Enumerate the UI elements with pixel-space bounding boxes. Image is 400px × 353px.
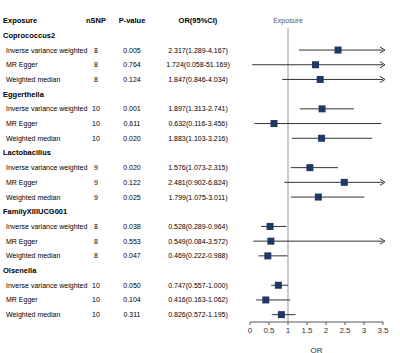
svg-text:Inverse variance weighted: Inverse variance weighted — [8, 282, 87, 290]
svg-text:3.5: 3.5 — [377, 326, 389, 335]
svg-text:0.553: 0.553 — [123, 238, 141, 245]
svg-text:MR Egger: MR Egger — [8, 61, 38, 69]
svg-text:nSNP: nSNP — [86, 16, 106, 25]
svg-text:8: 8 — [94, 223, 98, 230]
svg-text:0.611: 0.611 — [124, 120, 141, 127]
svg-text:0.005: 0.005 — [123, 47, 141, 54]
svg-text:Weighted median: Weighted median — [8, 194, 60, 202]
svg-text:MR Egger: MR Egger — [8, 120, 38, 128]
svg-text:1.724(0.058-51.169): 1.724(0.058-51.169) — [166, 61, 229, 69]
svg-text:Exposure: Exposure — [273, 17, 303, 25]
svg-text:0.311: 0.311 — [124, 311, 141, 318]
svg-text:Eggerthella: Eggerthella — [8, 90, 45, 99]
svg-text:10: 10 — [92, 105, 100, 112]
svg-text:1.576(1.073-2.315): 1.576(1.073-2.315) — [168, 164, 228, 172]
svg-text:0.020: 0.020 — [123, 135, 141, 142]
svg-text:1.883(1.103-3.216): 1.883(1.103-3.216) — [168, 135, 228, 143]
svg-text:10: 10 — [92, 120, 100, 127]
svg-text:0.469(0.222-0.988): 0.469(0.222-0.988) — [168, 252, 228, 260]
svg-text:Weighted median: Weighted median — [8, 311, 60, 319]
svg-text:FamilyXIIIUCG001: FamilyXIIIUCG001 — [8, 207, 67, 216]
svg-text:Inverse variance weighted: Inverse variance weighted — [8, 164, 87, 172]
svg-text:8: 8 — [94, 252, 98, 259]
svg-text:3: 3 — [362, 326, 367, 335]
svg-text:Weighted median: Weighted median — [8, 76, 60, 84]
svg-text:0.020: 0.020 — [123, 164, 141, 171]
svg-text:OR: OR — [311, 346, 323, 353]
svg-text:0.764: 0.764 — [123, 61, 141, 68]
svg-text:0.104: 0.104 — [123, 296, 141, 303]
svg-text:MR Egger: MR Egger — [8, 179, 38, 187]
svg-text:Olsenella: Olsenella — [8, 266, 37, 275]
svg-text:Weighted median: Weighted median — [8, 135, 60, 143]
svg-text:Inverse variance weighted: Inverse variance weighted — [8, 47, 87, 55]
svg-text:10: 10 — [92, 296, 100, 303]
svg-text:0: 0 — [248, 326, 253, 335]
svg-text:MR Egger: MR Egger — [8, 296, 38, 304]
svg-text:2.481(0.902-6.824): 2.481(0.902-6.824) — [168, 179, 228, 187]
svg-text:0.122: 0.122 — [123, 179, 141, 186]
svg-text:OR(95%CI): OR(95%CI) — [179, 16, 218, 25]
svg-text:10: 10 — [92, 282, 100, 289]
svg-text:2.5: 2.5 — [339, 326, 351, 335]
svg-text:Inverse variance weighted: Inverse variance weighted — [8, 105, 87, 113]
svg-text:Lactobacillus: Lactobacillus — [8, 148, 51, 157]
svg-text:8: 8 — [94, 238, 98, 245]
svg-text:0.047: 0.047 — [123, 252, 141, 259]
svg-text:1.5: 1.5 — [301, 326, 313, 335]
svg-text:0.528(0.289-0.964): 0.528(0.289-0.964) — [168, 223, 228, 231]
svg-text:0.038: 0.038 — [123, 223, 141, 230]
svg-text:Exposure: Exposure — [8, 16, 37, 25]
svg-text:0.124: 0.124 — [123, 76, 141, 83]
svg-text:Inverse variance weighted: Inverse variance weighted — [8, 223, 87, 231]
svg-text:1.799(1.075-3.011): 1.799(1.075-3.011) — [168, 194, 227, 202]
svg-text:0.549(0.084-3.572): 0.549(0.084-3.572) — [168, 238, 228, 246]
svg-text:1: 1 — [286, 326, 291, 335]
svg-text:8: 8 — [94, 76, 98, 83]
svg-text:2.317(1.289-4.167): 2.317(1.289-4.167) — [168, 47, 228, 55]
svg-text:9: 9 — [94, 164, 98, 171]
svg-text:1.897(1.313-2.741): 1.897(1.313-2.741) — [168, 105, 228, 113]
svg-text:8: 8 — [94, 47, 98, 54]
svg-text:9: 9 — [94, 179, 98, 186]
svg-text:9: 9 — [94, 194, 98, 201]
svg-text:0.050: 0.050 — [123, 282, 141, 289]
svg-text:Coprococcus2: Coprococcus2 — [8, 31, 55, 40]
svg-text:0.826(0.572-1.195): 0.826(0.572-1.195) — [168, 311, 228, 319]
svg-text:2: 2 — [324, 326, 329, 335]
svg-text:0.5: 0.5 — [263, 326, 275, 335]
svg-text:10: 10 — [92, 311, 100, 318]
svg-text:0.747(0.557-1.000): 0.747(0.557-1.000) — [168, 282, 228, 290]
svg-text:0.025: 0.025 — [123, 194, 141, 201]
svg-text:8: 8 — [94, 61, 98, 68]
svg-text:0.416(0.163-1.062): 0.416(0.163-1.062) — [168, 296, 228, 304]
svg-text:0.632(0.116-3.456): 0.632(0.116-3.456) — [168, 120, 227, 128]
svg-text:10: 10 — [92, 135, 100, 142]
svg-text:0.001: 0.001 — [123, 105, 141, 112]
svg-text:Weighted median: Weighted median — [8, 252, 60, 260]
svg-text:P-value: P-value — [119, 16, 146, 25]
svg-text:1.847(0.846-4.034): 1.847(0.846-4.034) — [168, 76, 228, 84]
svg-text:MR Egger: MR Egger — [8, 238, 38, 246]
